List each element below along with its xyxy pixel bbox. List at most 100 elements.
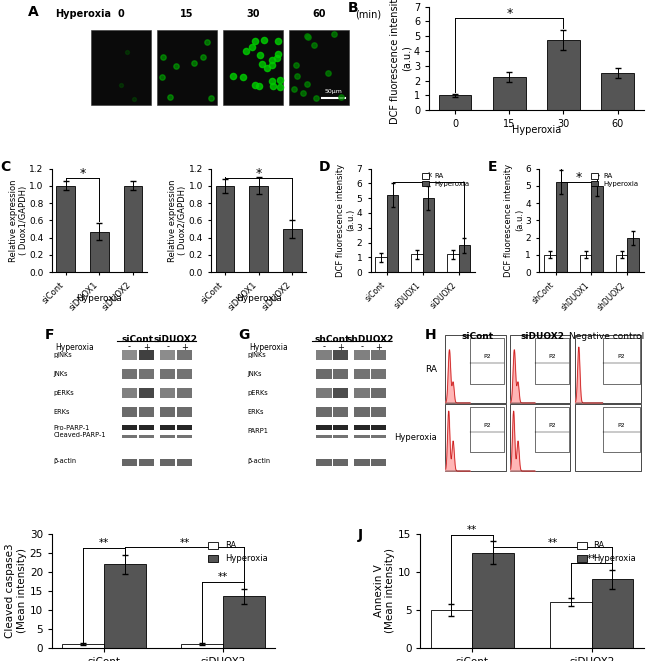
Bar xyxy=(283,229,302,272)
Text: B: B xyxy=(348,1,358,15)
Point xyxy=(266,54,277,65)
Point xyxy=(267,81,278,91)
Point xyxy=(323,67,333,78)
Point xyxy=(228,70,239,81)
Bar xyxy=(473,553,514,648)
Bar xyxy=(371,459,386,466)
Text: 15: 15 xyxy=(180,9,194,19)
Text: **: ** xyxy=(218,572,228,582)
Text: RA: RA xyxy=(424,365,437,374)
Text: shDUOX2: shDUOX2 xyxy=(346,334,394,344)
Bar xyxy=(510,334,571,403)
Point xyxy=(250,80,260,91)
Bar xyxy=(371,435,386,438)
Bar xyxy=(317,459,332,466)
Bar xyxy=(556,182,567,272)
Bar xyxy=(627,237,639,272)
Point xyxy=(157,72,167,83)
Bar xyxy=(575,405,642,471)
Text: PARP1: PARP1 xyxy=(248,428,268,434)
Bar xyxy=(177,369,192,379)
Text: siCont: siCont xyxy=(461,332,493,341)
Point xyxy=(165,92,176,102)
Point xyxy=(302,31,313,42)
Text: P2: P2 xyxy=(484,423,491,428)
Bar xyxy=(122,459,137,466)
Text: *: * xyxy=(255,167,262,180)
Bar xyxy=(62,644,104,648)
Bar xyxy=(580,255,592,272)
Bar xyxy=(375,257,387,272)
Point xyxy=(309,40,319,51)
Bar xyxy=(317,350,332,360)
Point xyxy=(198,52,208,62)
Point xyxy=(250,36,261,46)
Text: pJNKs: pJNKs xyxy=(53,352,72,358)
Bar xyxy=(250,186,268,272)
Point xyxy=(336,92,346,102)
Bar xyxy=(510,405,571,471)
Text: **: ** xyxy=(179,538,190,548)
Text: -: - xyxy=(128,342,131,352)
Text: Hyperoxia: Hyperoxia xyxy=(394,434,437,442)
Point xyxy=(298,87,309,98)
Point xyxy=(262,63,272,73)
Text: P2: P2 xyxy=(484,354,491,358)
Bar xyxy=(354,350,370,360)
Bar xyxy=(317,407,332,417)
Point xyxy=(157,52,168,63)
Text: *: * xyxy=(79,167,86,180)
Point xyxy=(311,93,321,103)
Point xyxy=(238,71,248,82)
Bar xyxy=(371,425,386,430)
Text: +: + xyxy=(375,342,382,352)
Text: **: ** xyxy=(586,554,597,564)
Bar xyxy=(445,405,506,471)
Bar xyxy=(354,459,370,466)
Bar xyxy=(177,407,192,417)
Bar xyxy=(603,338,640,384)
Text: D: D xyxy=(318,160,330,175)
Text: P2: P2 xyxy=(618,423,625,428)
Bar xyxy=(544,255,556,272)
Bar xyxy=(104,564,146,648)
Text: ERKs: ERKs xyxy=(248,409,265,415)
Point xyxy=(240,46,251,57)
Bar xyxy=(122,435,137,438)
Y-axis label: Relative expression
( Duox1/GAPDH): Relative expression ( Duox1/GAPDH) xyxy=(8,179,28,262)
Bar xyxy=(333,350,348,360)
Bar xyxy=(471,338,504,384)
Point xyxy=(275,75,285,85)
Legend: RA, Hyperoxia: RA, Hyperoxia xyxy=(573,538,640,566)
Legend: RA, Hyperoxia: RA, Hyperoxia xyxy=(421,172,471,188)
Bar xyxy=(160,369,176,379)
Text: *: * xyxy=(425,171,432,184)
Bar xyxy=(333,459,348,466)
Y-axis label: DCF fluorescence intensity
(a.u.): DCF fluorescence intensity (a.u.) xyxy=(389,0,411,124)
Text: ERKs: ERKs xyxy=(53,409,70,415)
Bar xyxy=(160,350,176,360)
Bar xyxy=(157,30,217,105)
Bar xyxy=(317,389,332,398)
Bar xyxy=(430,610,473,648)
Text: H: H xyxy=(424,328,436,342)
Bar xyxy=(445,334,506,403)
Point xyxy=(257,58,268,69)
Bar xyxy=(177,425,192,430)
Bar xyxy=(439,95,471,110)
Bar xyxy=(317,369,332,379)
Bar xyxy=(354,369,370,379)
Text: G: G xyxy=(239,328,250,342)
Text: P2: P2 xyxy=(618,354,625,358)
Bar xyxy=(177,435,192,438)
Point xyxy=(129,93,139,104)
Text: Hyperoxia: Hyperoxia xyxy=(55,9,111,19)
Bar xyxy=(122,389,137,398)
Bar xyxy=(160,389,176,398)
Bar xyxy=(138,459,154,466)
Polygon shape xyxy=(575,347,603,403)
Point xyxy=(289,83,300,94)
Text: pERKs: pERKs xyxy=(53,390,74,396)
Point xyxy=(272,49,283,59)
Bar xyxy=(317,425,332,430)
